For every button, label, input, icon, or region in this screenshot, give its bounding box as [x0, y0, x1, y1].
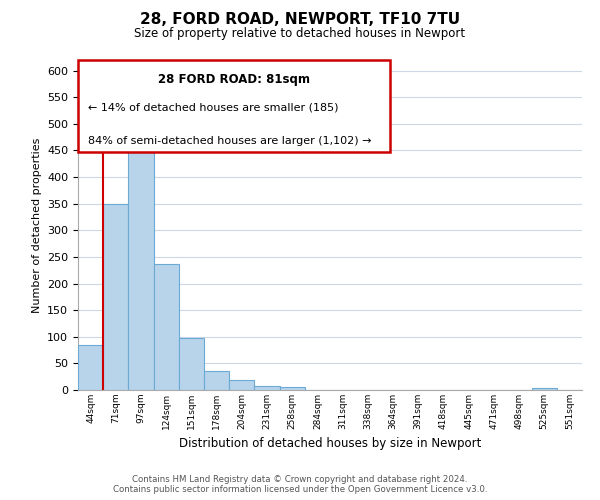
Bar — [78, 345, 103, 390]
Text: Contains HM Land Registry data © Crown copyright and database right 2024.
Contai: Contains HM Land Registry data © Crown c… — [113, 474, 487, 494]
Bar — [128, 136, 154, 390]
X-axis label: Distribution of detached houses by size in Newport: Distribution of detached houses by size … — [179, 438, 481, 450]
Bar — [204, 372, 229, 390]
Text: 84% of semi-detached houses are larger (1,102) →: 84% of semi-detached houses are larger (… — [88, 136, 371, 146]
Text: 28 FORD ROAD: 81sqm: 28 FORD ROAD: 81sqm — [158, 73, 310, 86]
Bar — [229, 380, 254, 390]
Bar — [280, 388, 305, 390]
Text: Size of property relative to detached houses in Newport: Size of property relative to detached ho… — [134, 28, 466, 40]
Bar — [254, 386, 280, 390]
Text: 28, FORD ROAD, NEWPORT, TF10 7TU: 28, FORD ROAD, NEWPORT, TF10 7TU — [140, 12, 460, 28]
Bar — [532, 388, 557, 390]
Bar — [179, 338, 204, 390]
Y-axis label: Number of detached properties: Number of detached properties — [32, 138, 41, 312]
Bar — [103, 204, 128, 390]
FancyBboxPatch shape — [78, 60, 391, 152]
Text: ← 14% of detached houses are smaller (185): ← 14% of detached houses are smaller (18… — [88, 103, 338, 113]
Bar — [154, 264, 179, 390]
